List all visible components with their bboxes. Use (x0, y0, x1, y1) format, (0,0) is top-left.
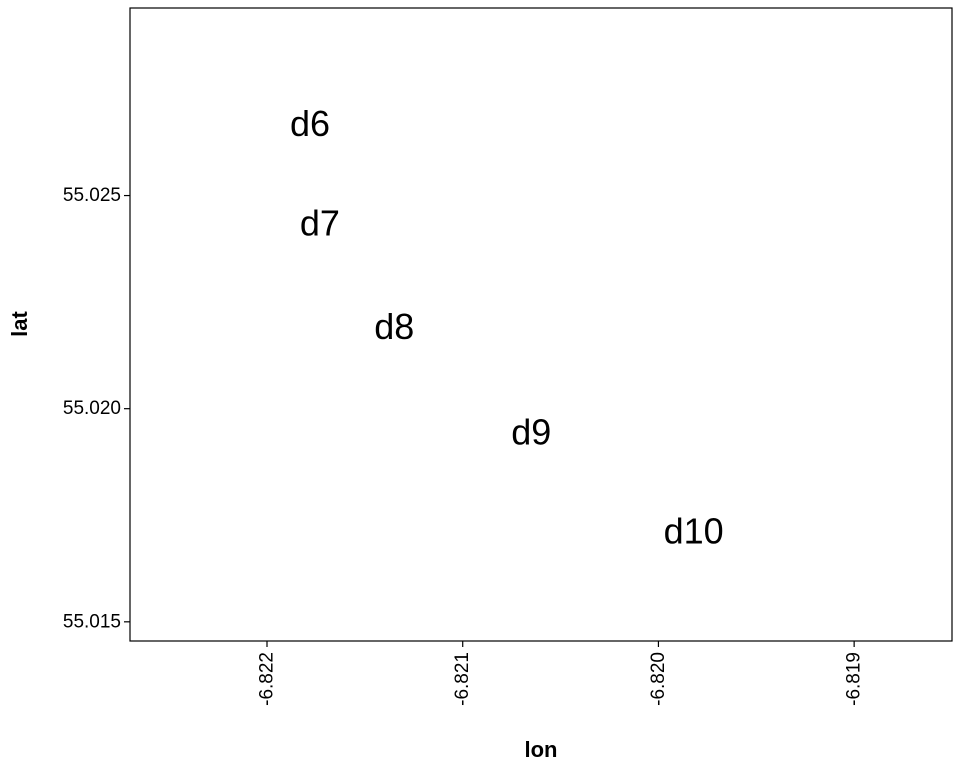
point-label-d7: d7 (300, 202, 340, 243)
y-tick-label: 55.015 (63, 611, 121, 632)
point-label-d10: d10 (664, 511, 724, 552)
y-axis-title: lat (7, 310, 32, 336)
x-tick-label: -6.822 (257, 652, 278, 706)
x-tick-label: -6.820 (648, 652, 669, 706)
point-labels: d6 d7 d8 d9 d10 (290, 103, 724, 552)
x-axis-ticks: -6.822 -6.821 -6.820 -6.819 (257, 641, 865, 706)
point-label-d6: d6 (290, 103, 330, 144)
y-tick-label: 55.020 (63, 398, 121, 419)
x-tick-label: -6.819 (844, 652, 865, 706)
x-axis-title: lon (525, 737, 558, 762)
point-label-d9: d9 (511, 412, 551, 453)
x-tick-label: -6.821 (452, 652, 473, 706)
plot-panel (129, 7, 953, 642)
point-label-d8: d8 (374, 306, 414, 347)
y-axis-ticks: 55.015 55.020 55.025 (63, 185, 130, 632)
y-tick-label: 55.025 (63, 185, 121, 206)
